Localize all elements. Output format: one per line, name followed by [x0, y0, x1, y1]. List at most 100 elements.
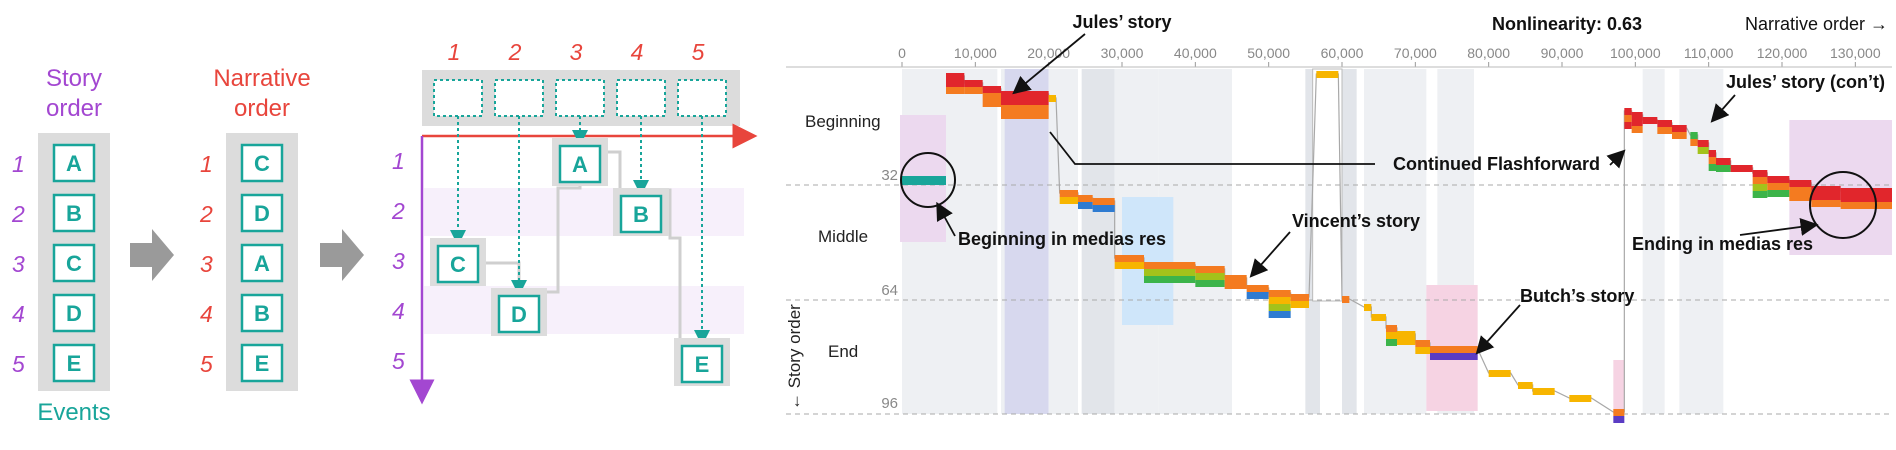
story-order-axis-label: ← Story order [785, 304, 804, 410]
matrix-col-index: 1 [448, 39, 461, 65]
x-tick-label: 50,000 [1247, 45, 1290, 61]
scene-segment [1114, 255, 1144, 262]
scene-band [1081, 69, 1115, 414]
matrix-col-index: 3 [570, 39, 583, 65]
matrix-event-box-label: D [511, 302, 527, 327]
events-label: Events [37, 399, 110, 426]
scene-segment [1708, 157, 1716, 164]
scene-segment [1268, 297, 1291, 304]
medias-res-circle-beginning [900, 152, 956, 208]
narrative-row-index: 1 [200, 151, 213, 177]
beginning-in-medias-res-label: Beginning in medias res [958, 229, 1166, 249]
story-event-box-frame [52, 193, 96, 233]
narrative-order-axis-label: Narrative order → [1745, 14, 1888, 34]
header-slot [616, 79, 666, 117]
scene-segment [1624, 115, 1632, 122]
scene-segment [1631, 126, 1643, 133]
scene-segment [1386, 325, 1397, 332]
scene-segment [1624, 122, 1632, 129]
scene-segment [1532, 388, 1555, 395]
scene-segment [1811, 200, 1841, 207]
scene-segment [1767, 183, 1790, 190]
narrative-event-box-label: E [255, 351, 270, 376]
x-tick-label: 80,000 [1467, 45, 1510, 61]
scene-segment [1767, 190, 1790, 197]
narrative-event-box-label: B [254, 301, 270, 326]
matrix-row-band [424, 286, 744, 334]
header-slot [555, 79, 605, 117]
scene-segment [1452, 346, 1478, 353]
header-slot [494, 79, 544, 117]
scene-segment [1371, 314, 1386, 321]
story-event-box-label: C [66, 251, 82, 276]
scene-segment [1342, 296, 1350, 303]
scene-segment [1789, 187, 1812, 194]
scene-band [1342, 69, 1357, 414]
scene-segment [1697, 147, 1709, 154]
butchs-story-label: Butch’s story [1520, 286, 1634, 306]
row-indices-story: 1 2 3 4 5 [11, 151, 25, 377]
story-event-box-label: D [66, 301, 82, 326]
x-tick-label: 70,000 [1394, 45, 1437, 61]
x-tick-label: 130,000 [1830, 45, 1881, 61]
story-event-box-label: E [67, 351, 82, 376]
matrix-event-box-label: E [695, 352, 710, 377]
scene-segment [1789, 180, 1812, 187]
nonlinearity-label: Nonlinearity: 0.63 [1492, 14, 1642, 34]
story-event-box-frame [52, 343, 96, 383]
story-event-box: E [52, 343, 96, 383]
scene-segment [1078, 202, 1093, 209]
jules-cont-label: Jules’ story (con’t) [1726, 72, 1885, 92]
scene-segment [1415, 347, 1430, 354]
story-narrative-matrix: 1 2 3 4 5 1 2 3 4 5 C D A B E [391, 39, 758, 405]
narrative-row-index: 3 [200, 251, 213, 277]
scene-segment [1452, 353, 1478, 360]
narrative-order-label-1: Narrative [213, 65, 310, 92]
scene-segment [1657, 127, 1672, 134]
scene-segment [1811, 186, 1841, 193]
scene-segment [1690, 139, 1698, 146]
scene-segment [1569, 395, 1592, 402]
scene-segment [1752, 191, 1768, 198]
scene-segment [1415, 340, 1430, 347]
narrative-row-index: 5 [200, 351, 213, 377]
narrative-event-box: B [240, 293, 284, 333]
scene-segment [1092, 198, 1115, 205]
vincents-story-label: Vincent’s story [1292, 211, 1420, 231]
scene-segment [1195, 273, 1225, 280]
scene-segment [1752, 184, 1768, 191]
scene-segment [1268, 304, 1291, 311]
narrative-event-box-frame [240, 243, 284, 283]
highlight-region [1613, 360, 1625, 414]
scene-segment [1657, 120, 1672, 127]
narrative-event-box: D [240, 193, 284, 233]
scene-segment [1716, 158, 1731, 165]
scene-segment [1708, 164, 1716, 171]
story-event-box-label: B [66, 201, 82, 226]
ending-in-medias-res-label: Ending in medias res [1632, 234, 1813, 254]
narrative-row-index: 2 [199, 201, 213, 227]
matrix-event-box: C [436, 244, 480, 284]
matrix-event-box: B [619, 194, 663, 234]
matrix-row-index: 1 [392, 148, 405, 174]
scene-segment [1518, 382, 1533, 389]
scene-segment [1430, 346, 1452, 353]
story-event-box-frame [52, 293, 96, 333]
scene-segment [1048, 95, 1056, 102]
scene-segment [1488, 370, 1511, 377]
y-tick-96: 96 [881, 395, 898, 412]
pulp-fiction-chart: Nonlinearity: 0.63 Narrative order → 0 10… [785, 12, 1892, 423]
scene-segment [1613, 416, 1625, 423]
matrix-event-box-frame [680, 344, 724, 384]
scene-band [1679, 69, 1694, 414]
narrative-event-box: C [240, 143, 284, 183]
scene-segment [1195, 280, 1225, 287]
matrix-col-index: 5 [692, 39, 705, 65]
x-tick-label: 120,000 [1757, 45, 1808, 61]
scene-segment [1672, 125, 1687, 132]
narrative-row-index: 4 [200, 301, 213, 327]
story-row-index: 2 [11, 201, 25, 227]
narrative-event-box-frame [240, 293, 284, 333]
scene-segment [1114, 262, 1144, 269]
